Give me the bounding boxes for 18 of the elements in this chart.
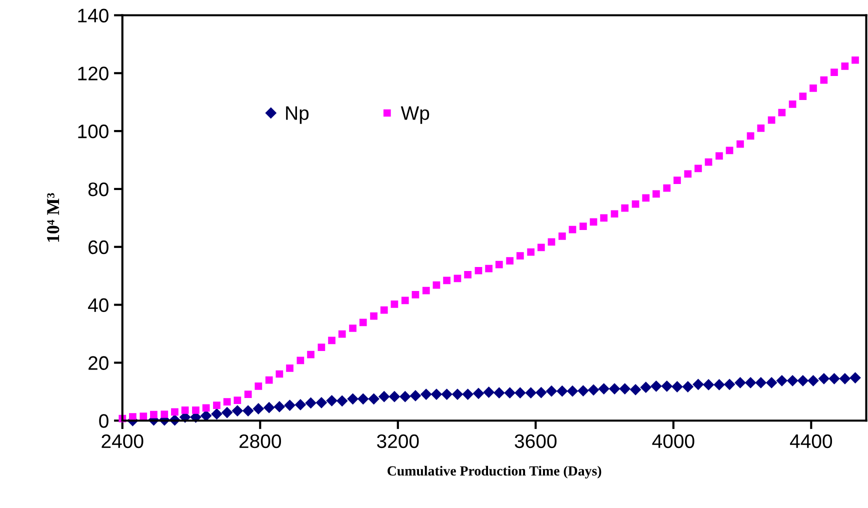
- y-tick-label: 100: [78, 124, 108, 138]
- x-axis-title: Cumulative Production Time (Days): [388, 466, 602, 478]
- x-tick-label: 2800: [239, 434, 282, 448]
- x-tick-label: 4000: [652, 434, 694, 448]
- y-tick-label: 140: [78, 8, 108, 22]
- y-tick-label: 60: [88, 240, 108, 254]
- y-tick-label: 80: [88, 182, 108, 196]
- y-axis-title: 10⁴ M³: [47, 193, 60, 242]
- x-tick-label: 3200: [377, 434, 419, 448]
- x-tick-label: 4400: [790, 434, 832, 448]
- legend-label: Wp: [400, 106, 430, 124]
- legend-label: Np: [286, 106, 309, 124]
- x-tick-label: 2400: [102, 434, 144, 448]
- y-tick-label: 40: [88, 298, 108, 312]
- y-tick-label: 0: [99, 414, 108, 428]
- x-tick-label: 3600: [514, 434, 557, 448]
- y-tick-label: 20: [88, 356, 108, 370]
- y-tick-label: 120: [78, 66, 108, 80]
